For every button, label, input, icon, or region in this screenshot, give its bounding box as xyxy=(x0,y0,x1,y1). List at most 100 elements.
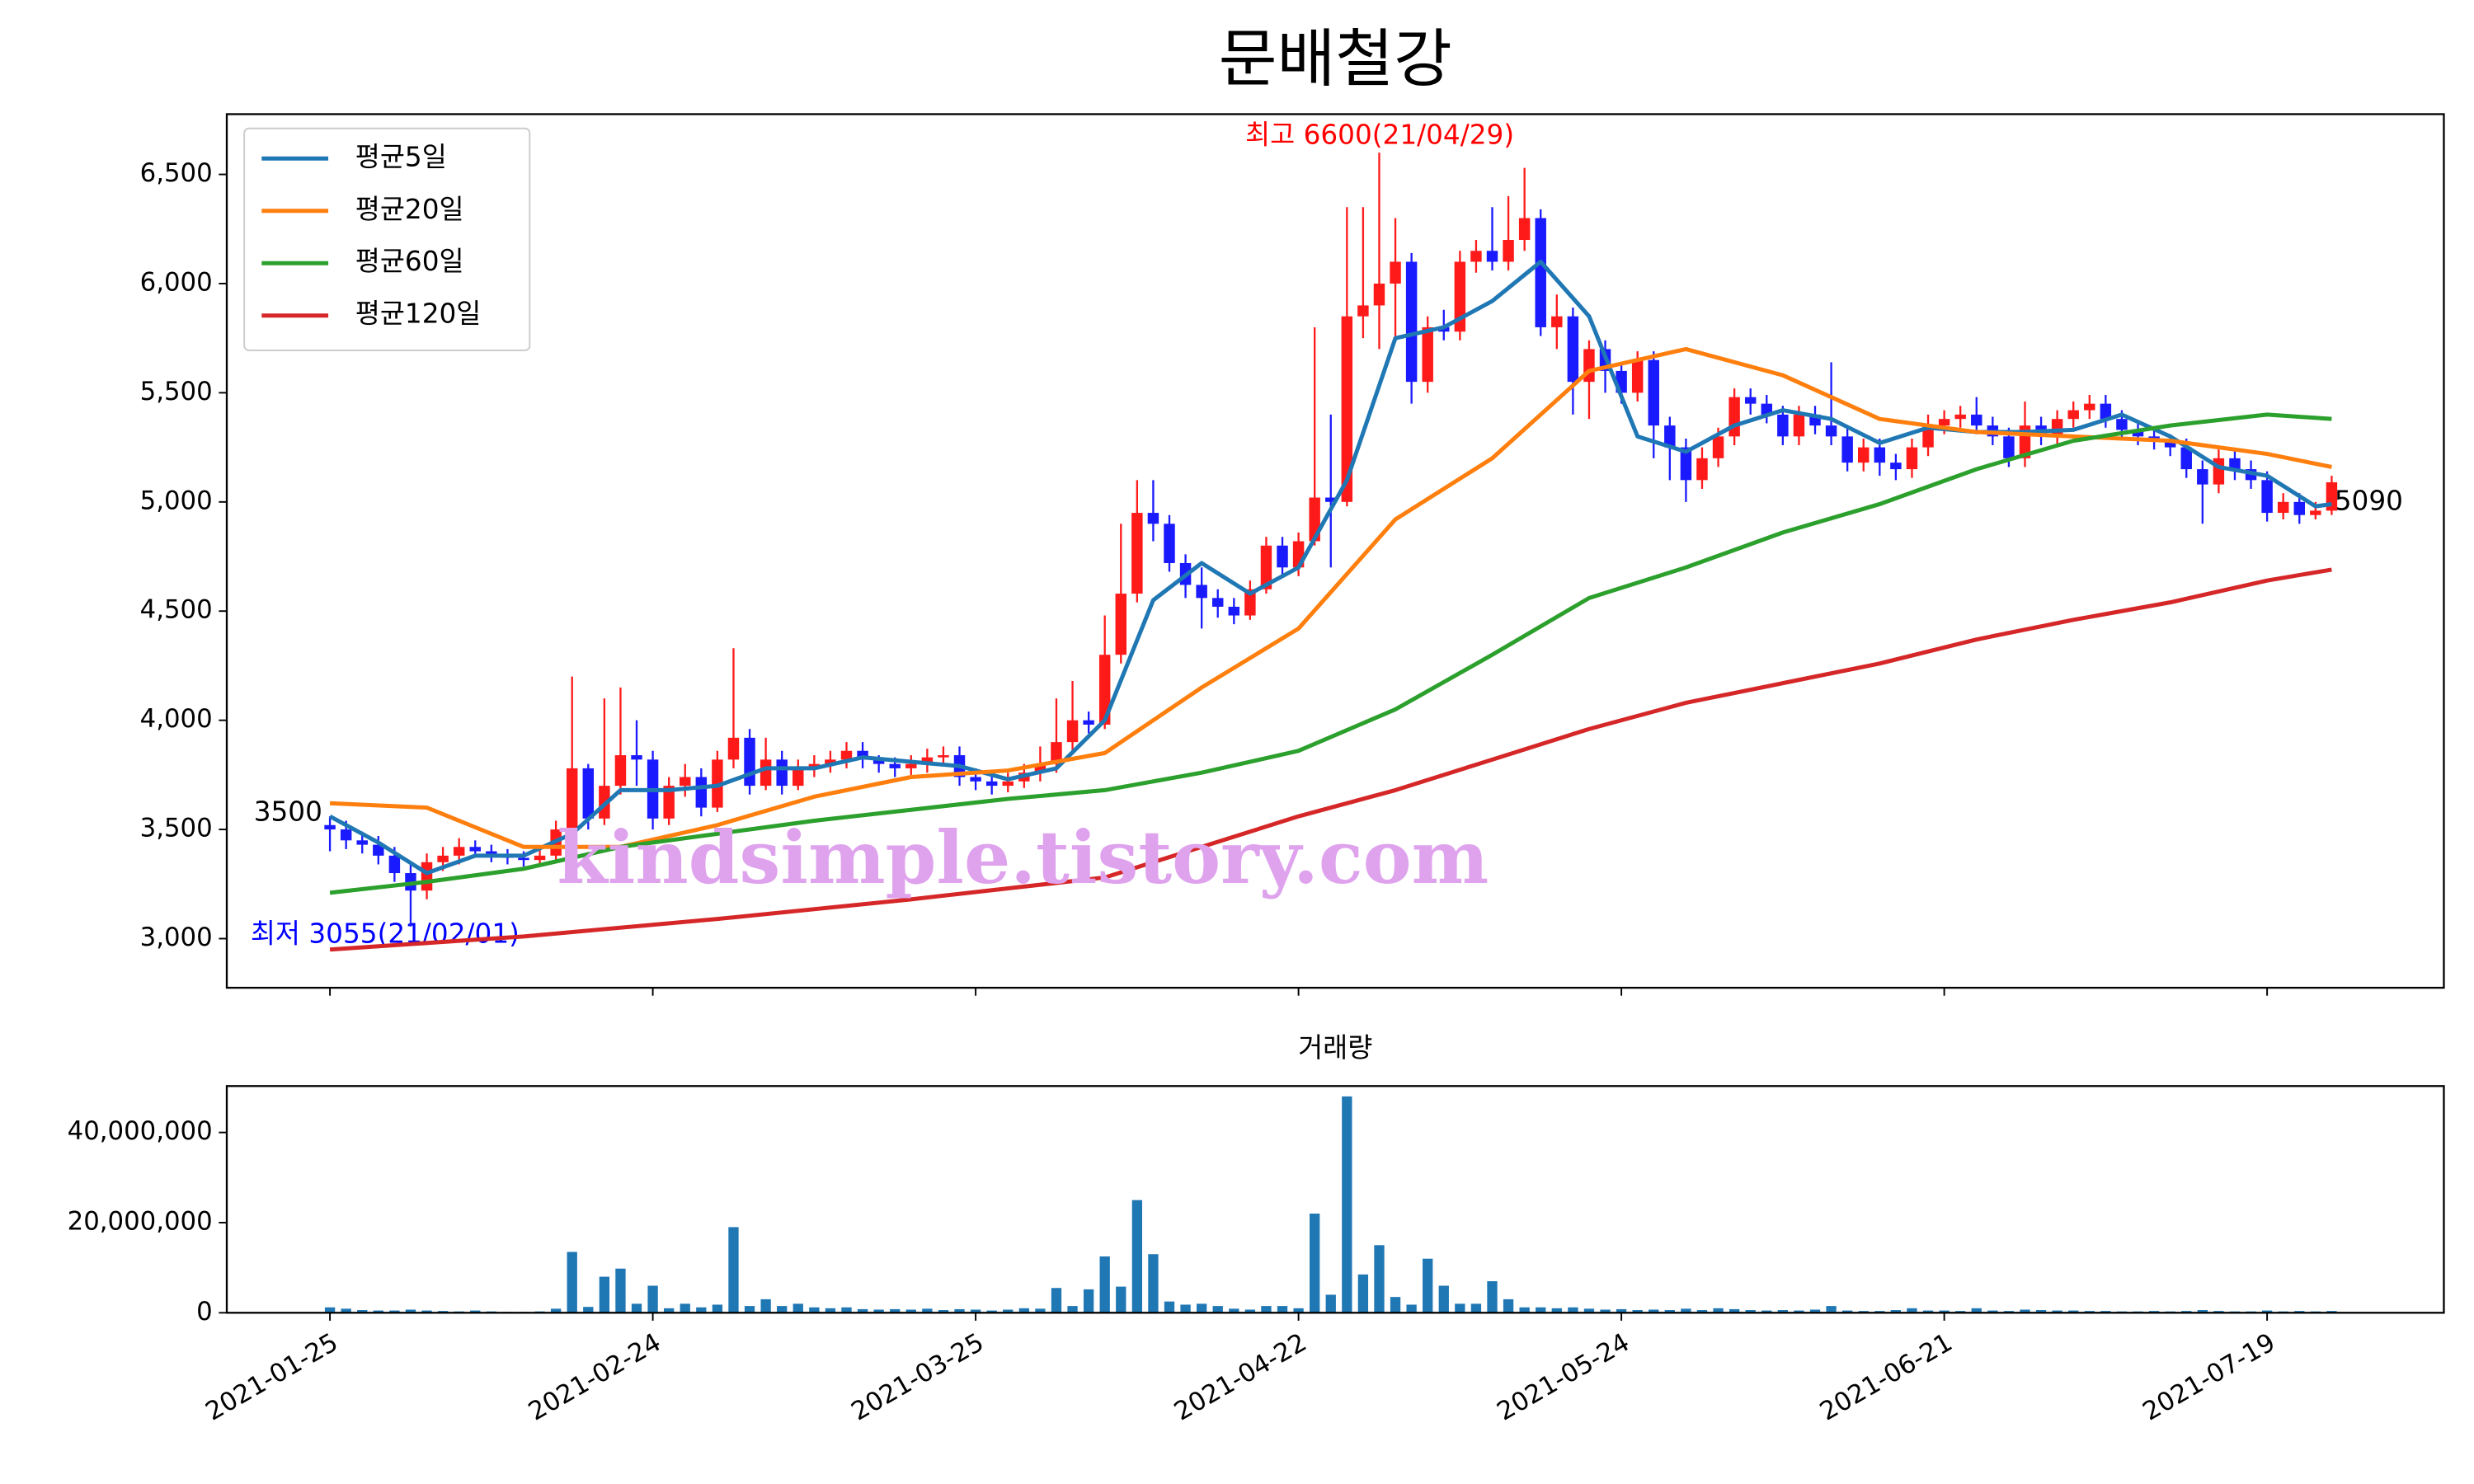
candle-body xyxy=(1405,261,1418,383)
volume-bar xyxy=(905,1309,916,1313)
candle-body xyxy=(614,755,627,787)
volume-bar xyxy=(1519,1307,1530,1313)
ma-line xyxy=(329,346,2332,849)
volume-bar xyxy=(938,1310,949,1313)
volume-bar xyxy=(1342,1096,1352,1313)
volume-bar xyxy=(1761,1310,1772,1313)
candle-body xyxy=(1551,316,1563,327)
y-tick-label: 6,000 xyxy=(140,267,213,297)
candle-body xyxy=(1277,545,1288,568)
volume-bar xyxy=(1842,1310,1853,1313)
candle-body xyxy=(486,851,497,856)
candle-body xyxy=(2164,440,2176,448)
candle-body xyxy=(1066,720,1079,743)
volume-bar xyxy=(1568,1307,1578,1313)
y-tick-label: 5,000 xyxy=(140,486,213,515)
candle-body xyxy=(1858,447,1870,463)
candle-body xyxy=(1744,397,1757,404)
y-tick-label: 20,000,000 xyxy=(68,1206,213,1236)
candle-body xyxy=(695,777,708,808)
candle-body xyxy=(760,759,772,787)
candle-body xyxy=(1793,414,1805,437)
volume-bar xyxy=(2197,1310,2208,1313)
end-annotation: 5090 xyxy=(2335,486,2403,517)
volume-bar xyxy=(1487,1281,1498,1313)
volume-bar xyxy=(1196,1303,1207,1313)
volume-bar xyxy=(1745,1310,1756,1313)
volume-bar xyxy=(1455,1303,1465,1313)
volume-bar xyxy=(647,1285,658,1313)
volume-bar xyxy=(712,1304,723,1313)
max-annotation: 최고 6600(21/04/29) xyxy=(1245,119,1514,150)
candle-body xyxy=(1503,240,1514,262)
candle-body xyxy=(680,777,691,787)
volume-bar xyxy=(373,1310,383,1313)
candle-body xyxy=(2003,436,2015,458)
volume-bar xyxy=(1922,1310,1934,1313)
candle-body xyxy=(1938,419,1950,426)
volume-bar xyxy=(2020,1309,2030,1313)
volume-bar xyxy=(1229,1308,1239,1313)
candle-body xyxy=(2261,480,2273,514)
candle-body xyxy=(1761,403,1773,415)
legend-label: 평균5일 xyxy=(355,141,447,172)
candle-body xyxy=(324,824,336,830)
volume-bar xyxy=(777,1306,788,1313)
candle-body xyxy=(1777,414,1789,437)
volume-bar xyxy=(1374,1245,1385,1313)
candle-body xyxy=(889,763,901,768)
candle-body xyxy=(518,857,529,861)
candle-body xyxy=(1131,513,1143,594)
volume-bar xyxy=(1696,1310,1708,1313)
volume-bar xyxy=(1018,1308,1029,1313)
candle-body xyxy=(1438,326,1450,332)
candle-body xyxy=(469,847,481,852)
candle-body xyxy=(1470,251,1482,262)
candle-body xyxy=(566,768,578,830)
volume-bar xyxy=(631,1303,642,1313)
volume-bar xyxy=(1164,1301,1175,1313)
volume-bar xyxy=(1357,1274,1369,1313)
candle-body xyxy=(1454,261,1466,332)
candle-body xyxy=(1357,305,1369,317)
candle-body xyxy=(2132,430,2144,437)
volume-bar xyxy=(1583,1308,1595,1313)
candle-body xyxy=(793,768,804,787)
candle-body xyxy=(340,829,352,841)
candle-body xyxy=(1664,425,1676,448)
volume-bar xyxy=(615,1268,626,1313)
candle-body xyxy=(1906,447,1918,470)
candle-body xyxy=(388,855,401,874)
volume-bar xyxy=(357,1310,368,1313)
candle-body xyxy=(534,855,546,861)
candle-body xyxy=(356,840,368,845)
volume-bar xyxy=(1616,1308,1627,1313)
volume-bar xyxy=(760,1298,771,1313)
candle-body xyxy=(1729,397,1740,437)
volume-bar xyxy=(2261,1310,2273,1313)
volume-bar xyxy=(696,1307,707,1313)
candle-body xyxy=(2277,501,2289,514)
volume-bar xyxy=(2068,1310,2079,1313)
volume-bar xyxy=(1261,1306,1272,1313)
candle-body xyxy=(2100,403,2112,420)
volume-bar xyxy=(1503,1298,1514,1313)
volume-bar xyxy=(1244,1309,1256,1313)
candle-body xyxy=(1083,720,1094,725)
volume-bar xyxy=(728,1227,739,1313)
volume-bar xyxy=(1423,1258,1433,1313)
candle-body xyxy=(1422,326,1433,383)
volume-title: 거래량 xyxy=(1298,1032,1372,1064)
volume-bar xyxy=(1890,1310,1902,1313)
candle-body xyxy=(2229,458,2241,470)
volume-bar xyxy=(1551,1308,1562,1313)
volume-bar xyxy=(841,1307,852,1313)
candle-body xyxy=(2197,469,2208,485)
volume-bar xyxy=(857,1308,868,1313)
candle-body xyxy=(744,737,755,787)
volume-bar xyxy=(873,1309,884,1313)
candle-body xyxy=(905,763,917,768)
candle-body xyxy=(1535,218,1546,327)
volume-bar xyxy=(1035,1308,1046,1313)
y-tick-label: 5,500 xyxy=(140,377,213,406)
